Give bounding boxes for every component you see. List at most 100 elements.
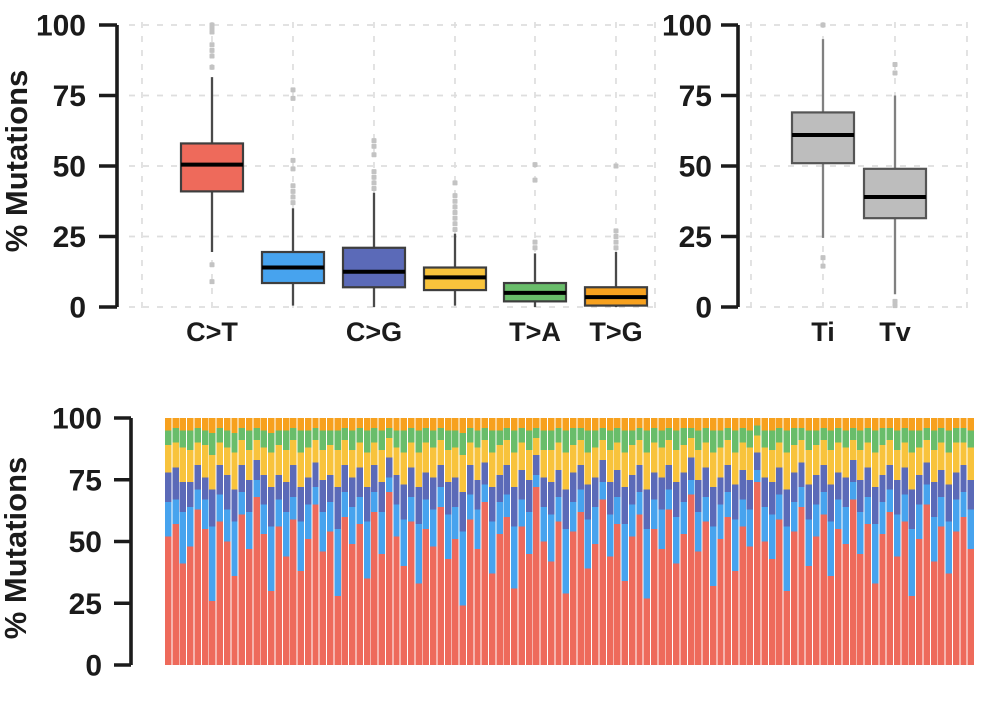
class-boxplot-outlier-point xyxy=(613,239,619,245)
stacked-bar-segment xyxy=(511,430,518,453)
stacked-bar-segment xyxy=(408,442,415,468)
stacked-bar-segment xyxy=(297,487,305,522)
stacked-bar-segment xyxy=(371,418,378,428)
stacked-bar-segment xyxy=(201,418,209,431)
stacked-bar-segment xyxy=(496,534,503,665)
stacked-bar-segment xyxy=(938,497,945,527)
stacked-bar-segment xyxy=(584,484,592,520)
stacked-bar-segment xyxy=(820,440,827,465)
stacked-bar-segment xyxy=(378,430,386,451)
stacked-bar-segment xyxy=(327,430,334,446)
stacked-bar-segment xyxy=(459,531,467,606)
stacked-bar-y-tick-label: 50 xyxy=(69,526,102,559)
stacked-bar-segment xyxy=(209,489,216,527)
stacked-bar-segment xyxy=(636,514,643,665)
stacked-bar-segment xyxy=(702,521,710,665)
stacked-bar-segment xyxy=(194,442,201,465)
stacked-bar-segment xyxy=(216,427,224,443)
stacked-bar-segment xyxy=(916,447,923,475)
stacked-bar-segment xyxy=(665,418,673,428)
class-boxplot-outlier-point xyxy=(209,42,215,48)
stacked-bar-segment xyxy=(614,524,621,665)
stacked-bar-segment xyxy=(231,521,238,577)
stacked-bar-segment xyxy=(687,494,695,665)
stacked-bar-segment xyxy=(518,499,525,527)
stacked-bar-segment xyxy=(503,427,511,441)
stacked-bar-segment xyxy=(304,447,312,478)
stacked-bar-segment xyxy=(555,497,562,522)
stacked-bar-segment xyxy=(746,418,754,431)
stacked-bar-segment xyxy=(754,469,761,483)
stacked-bar-segment xyxy=(724,440,732,465)
stacked-bar-segment xyxy=(297,452,305,488)
stacked-bar-segment xyxy=(349,506,356,544)
class-boxplot-outlier-point xyxy=(290,157,296,163)
stacked-bar-segment xyxy=(776,519,783,665)
stacked-bar-y-tick-label: 100 xyxy=(52,403,102,436)
stacked-bar-segment xyxy=(827,484,835,522)
stacked-bar-segment xyxy=(709,487,717,527)
stacked-bar-segment xyxy=(356,418,363,428)
stacked-bar-segment xyxy=(415,452,422,488)
stacked-bar-segment xyxy=(422,529,430,665)
stacked-bar-segment xyxy=(371,492,378,512)
stacked-bar-segment xyxy=(805,450,813,485)
stacked-bar-segment xyxy=(246,511,253,549)
stacked-bar-segment xyxy=(864,497,872,525)
titv-boxplot-y-tick-label: 50 xyxy=(679,151,712,184)
stacked-bar-segment xyxy=(614,427,621,443)
stacked-bar-segment xyxy=(960,464,967,493)
stacked-bar-segment xyxy=(783,418,791,431)
stacked-bar-segment xyxy=(628,430,636,446)
stacked-bar-segment xyxy=(209,600,216,665)
class-boxplot-outlier-point xyxy=(532,162,538,168)
stacked-bar-segment xyxy=(496,418,503,431)
stacked-bar-segment xyxy=(209,418,216,433)
stacked-bar-segment xyxy=(584,430,592,453)
stacked-bar-segment xyxy=(739,427,746,443)
stacked-bar-segment xyxy=(768,558,776,665)
stacked-bar-segment xyxy=(444,482,452,515)
stacked-bar-segment xyxy=(592,418,599,431)
stacked-bar-segment xyxy=(260,447,268,475)
stacked-bar-segment xyxy=(238,418,246,428)
stacked-bar-segment xyxy=(952,427,960,443)
stacked-bar-segment xyxy=(481,462,489,485)
stacked-bar-segment xyxy=(216,494,224,522)
stacked-bar-segment xyxy=(798,462,805,488)
stacked-bar-segment xyxy=(327,418,334,431)
stacked-bar-segment xyxy=(923,462,930,485)
stacked-bar-segment xyxy=(754,452,761,470)
stacked-bar-segment xyxy=(835,472,842,500)
stacked-bar-segment xyxy=(739,499,746,527)
stacked-bar-segment xyxy=(857,418,864,431)
stacked-bar-segment xyxy=(849,499,857,665)
stacked-bar-segment xyxy=(695,418,702,431)
stacked-bar-segment xyxy=(466,427,474,443)
stacked-bar-segment xyxy=(466,494,474,520)
stacked-bar-segment xyxy=(165,445,172,473)
stacked-bar-segment xyxy=(194,509,201,665)
stacked-bar-segment xyxy=(798,418,805,428)
stacked-bar-segment xyxy=(658,447,665,478)
stacked-bar-segment xyxy=(525,418,533,431)
stacked-bar-segment xyxy=(577,489,584,512)
stacked-bar-segment xyxy=(393,430,400,448)
stacked-bar-segment xyxy=(437,487,444,507)
stacked-bar-segment xyxy=(643,418,651,431)
stacked-bar-segment xyxy=(871,583,879,665)
stacked-bar-segment xyxy=(503,516,511,665)
stacked-bar-segment xyxy=(570,531,577,665)
stacked-bar-segment xyxy=(356,467,363,498)
stacked-bar-segment xyxy=(363,452,371,488)
class-boxplot-outlier-point xyxy=(452,204,458,210)
stacked-bar-segment xyxy=(268,487,275,527)
stacked-bar-segment xyxy=(430,509,437,547)
stacked-bar-segment xyxy=(415,583,422,665)
stacked-bar-segment xyxy=(746,447,754,480)
stacked-bar-segment xyxy=(385,492,393,665)
class-boxplot-y-axis-title: % Mutations xyxy=(0,70,34,253)
stacked-bar-segment xyxy=(253,440,260,460)
stacked-bar-segment xyxy=(901,418,908,428)
stacked-bar-segment xyxy=(312,487,319,505)
